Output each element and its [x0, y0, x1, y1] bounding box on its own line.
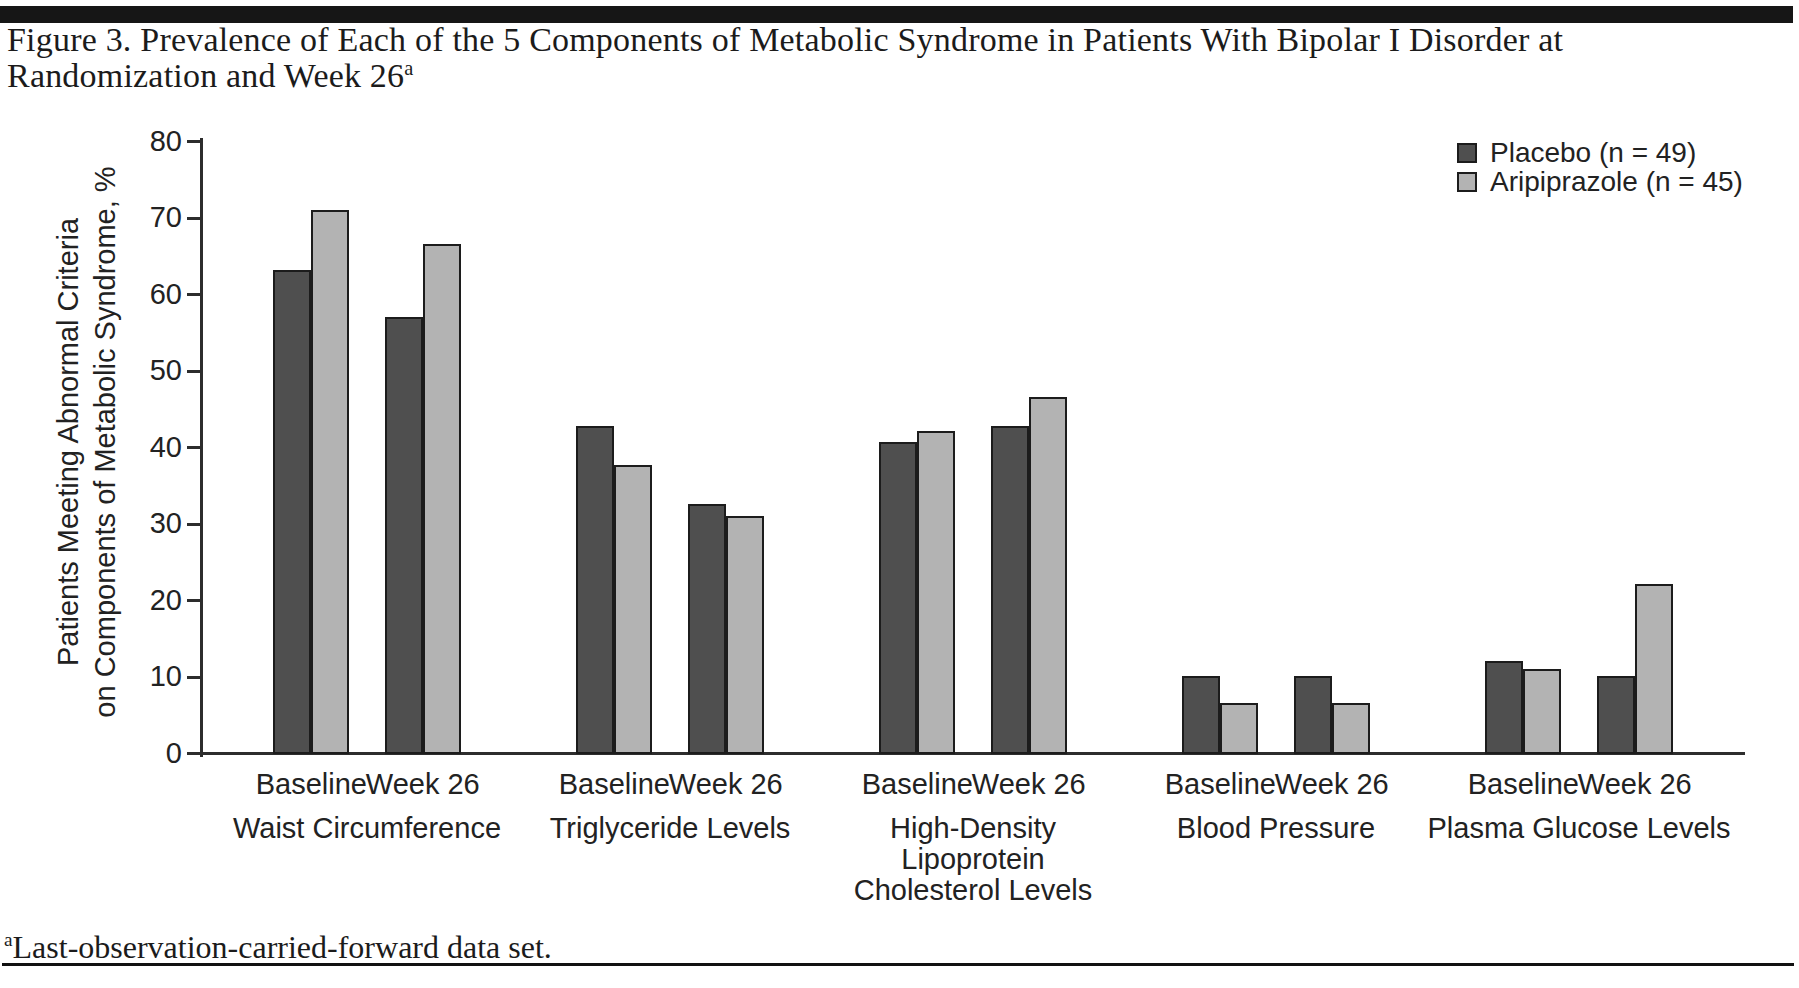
footnote-text: Last-observation-carried-forward data se…: [13, 929, 552, 965]
x-label-week26-waist-circumference: Week 26: [343, 768, 503, 801]
y-tick-label-40: 40: [104, 431, 182, 464]
category-label-line: Cholesterol Levels: [813, 875, 1133, 906]
y-tick-20: [187, 599, 200, 602]
category-label-waist-circumference: Waist Circumference: [207, 813, 527, 844]
bar-plasma-glucose-levels-week26-placebo: [1597, 676, 1635, 754]
y-tick-70: [187, 217, 200, 220]
bar-triglyceride-levels-baseline-placebo: [576, 426, 614, 754]
bar-waist-circumference-week26-aripiprazole: [423, 244, 461, 754]
category-label-high-density-lipoprotein-cholesterol-levels: High-DensityLipoproteinCholesterol Level…: [813, 813, 1133, 906]
category-label-line: Lipoprotein: [813, 844, 1133, 875]
bar-waist-circumference-baseline-aripiprazole: [311, 210, 349, 754]
y-tick-label-0: 0: [104, 737, 182, 770]
legend: Placebo (n = 49) Aripiprazole (n = 45): [1457, 138, 1743, 196]
footnote-superscript: a: [4, 929, 13, 950]
y-tick-60: [187, 293, 200, 296]
y-tick-label-30: 30: [104, 507, 182, 540]
bar-triglyceride-levels-baseline-aripiprazole: [614, 465, 652, 754]
y-tick-label-60: 60: [104, 278, 182, 311]
y-axis-label-line-1: Patients Meeting Abnormal Criteria: [50, 92, 87, 792]
bar-blood-pressure-week26-aripiprazole: [1332, 703, 1370, 754]
bar-waist-circumference-baseline-placebo: [273, 270, 311, 754]
bar-waist-circumference-week26-placebo: [385, 317, 423, 754]
bar-blood-pressure-baseline-aripiprazole: [1220, 703, 1258, 754]
bar-plasma-glucose-levels-baseline-placebo: [1485, 661, 1523, 754]
category-label-line: Waist Circumference: [207, 813, 527, 844]
y-tick-0: [187, 752, 200, 755]
y-tick-10: [187, 676, 200, 679]
bar-blood-pressure-week26-placebo: [1294, 676, 1332, 754]
bar-triglyceride-levels-week26-placebo: [688, 504, 726, 754]
category-label-line: Triglyceride Levels: [510, 813, 830, 844]
placebo-swatch-icon: [1457, 143, 1477, 163]
footnote: aLast-observation-carried-forward data s…: [4, 929, 552, 966]
bar-triglyceride-levels-week26-aripiprazole: [726, 516, 764, 754]
bottom-rule: [2, 963, 1794, 966]
category-label-blood-pressure: Blood Pressure: [1116, 813, 1436, 844]
bar-plasma-glucose-levels-baseline-aripiprazole: [1523, 669, 1561, 754]
bar-blood-pressure-baseline-placebo: [1182, 676, 1220, 754]
x-label-week26-plasma-glucose-levels: Week 26: [1555, 768, 1715, 801]
bar-high-density-lipoprotein-cholesterol-levels-week26-placebo: [991, 426, 1029, 754]
bar-chart: Patients Meeting Abnormal Criteria on Co…: [0, 0, 1799, 988]
x-label-week26-blood-pressure: Week 26: [1252, 768, 1412, 801]
legend-item-aripiprazole: Aripiprazole (n = 45): [1457, 167, 1743, 196]
legend-label-aripiprazole: Aripiprazole (n = 45): [1490, 166, 1743, 198]
y-tick-50: [187, 370, 200, 373]
y-axis-line: [200, 138, 203, 757]
bar-plasma-glucose-levels-week26-aripiprazole: [1635, 584, 1673, 754]
bar-high-density-lipoprotein-cholesterol-levels-baseline-placebo: [879, 442, 917, 754]
y-tick-label-20: 20: [104, 584, 182, 617]
y-tick-label-10: 10: [104, 660, 182, 693]
legend-label-placebo: Placebo (n = 49): [1490, 137, 1696, 169]
legend-item-placebo: Placebo (n = 49): [1457, 138, 1743, 167]
y-tick-label-80: 80: [104, 125, 182, 158]
category-label-triglyceride-levels: Triglyceride Levels: [510, 813, 830, 844]
bar-high-density-lipoprotein-cholesterol-levels-week26-aripiprazole: [1029, 397, 1067, 754]
y-tick-label-50: 50: [104, 354, 182, 387]
x-label-week26-high-density-lipoprotein-cholesterol-levels: Week 26: [949, 768, 1109, 801]
y-tick-40: [187, 446, 200, 449]
category-label-line: Plasma Glucose Levels: [1419, 813, 1739, 844]
y-tick-30: [187, 523, 200, 526]
category-label-line: High-Density: [813, 813, 1133, 844]
bar-high-density-lipoprotein-cholesterol-levels-baseline-aripiprazole: [917, 431, 955, 754]
category-label-line: Blood Pressure: [1116, 813, 1436, 844]
x-label-week26-triglyceride-levels: Week 26: [646, 768, 806, 801]
y-tick-label-70: 70: [104, 201, 182, 234]
aripiprazole-swatch-icon: [1457, 172, 1477, 192]
y-tick-80: [187, 140, 200, 143]
category-label-plasma-glucose-levels: Plasma Glucose Levels: [1419, 813, 1739, 844]
